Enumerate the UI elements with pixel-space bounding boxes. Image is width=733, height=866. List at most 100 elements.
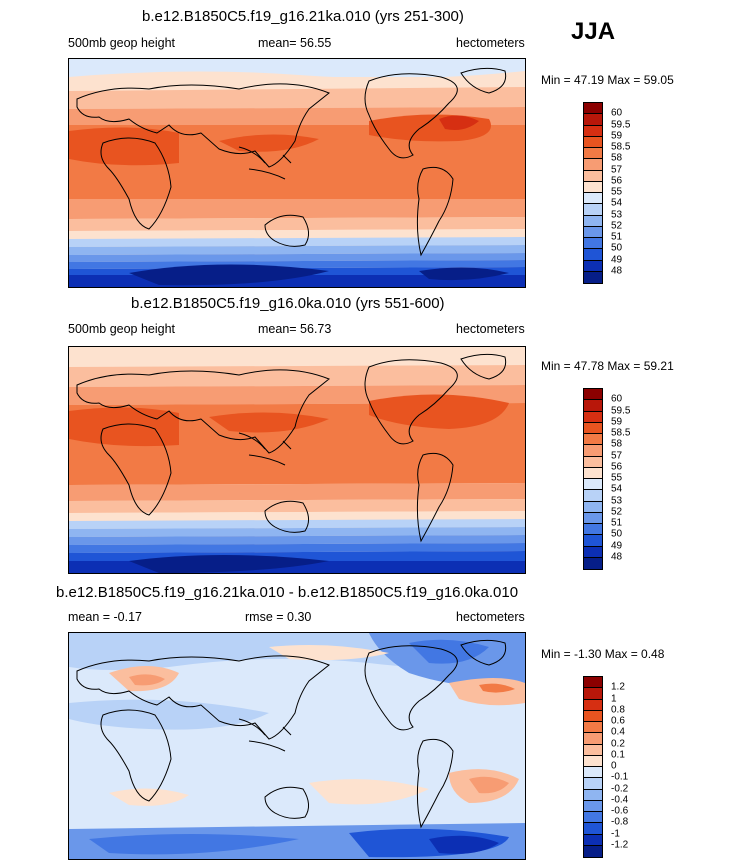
- colorbar-tick-label: 54: [611, 483, 623, 495]
- panel2-units: hectometers: [456, 322, 525, 336]
- colorbar-swatch: [584, 260, 602, 272]
- colorbar-tick-label: -0.8: [611, 816, 629, 828]
- colorbar-swatch: [584, 755, 602, 767]
- colorbar-tick-label: 58: [611, 438, 623, 450]
- colorbar-swatch: [584, 733, 602, 745]
- colorbar-swatch: [584, 445, 602, 457]
- colorbar-swatch: [584, 204, 602, 216]
- colorbar-swatch: [584, 800, 602, 812]
- colorbar-tick-label: 53: [611, 495, 623, 506]
- colorbar-tick-label: -1.2: [611, 839, 629, 851]
- colorbar-swatch: [584, 125, 602, 137]
- colorbar-swatch: [584, 422, 602, 434]
- colorbar-tick-label: 50: [611, 242, 623, 254]
- colorbar-swatch: [584, 501, 602, 513]
- colorbar-tick-label: 55: [611, 186, 623, 198]
- panel1-map: [68, 58, 526, 288]
- colorbar-swatch: [584, 512, 602, 524]
- colorbar-tick-label: 56: [611, 461, 623, 473]
- colorbar-tick-label: 0.2: [611, 738, 625, 749]
- colorbar-swatch: [584, 834, 602, 846]
- colorbar-tick-label: 0.6: [611, 715, 625, 727]
- colorbar-swatch: [584, 789, 602, 801]
- colorbar-swatch: [584, 114, 602, 126]
- colorbar-swatch: [584, 103, 602, 115]
- colorbar-swatch: [584, 159, 602, 171]
- panel2-mean: mean= 56.73: [258, 322, 332, 336]
- panel1-mean: mean= 56.55: [258, 36, 332, 50]
- colorbar-swatch: [584, 411, 602, 423]
- colorbar-tick-label: 58: [611, 152, 623, 164]
- colorbar-tick-label: 60: [611, 393, 623, 405]
- panel2-colorbar: [583, 388, 603, 570]
- panel2-variable-label: 500mb geop height: [68, 322, 176, 336]
- colorbar-swatch: [584, 557, 602, 569]
- colorbar-swatch: [584, 767, 602, 779]
- panel1-variable-label: 500mb geop height: [68, 36, 176, 50]
- colorbar-swatch: [584, 249, 602, 261]
- colorbar-swatch: [584, 778, 602, 790]
- colorbar-swatch: [584, 688, 602, 700]
- colorbar-swatch: [584, 238, 602, 250]
- colorbar-tick-label: -0.4: [611, 794, 629, 806]
- colorbar-tick-label: -1: [611, 828, 620, 839]
- colorbar-swatch: [584, 434, 602, 446]
- colorbar-tick-label: 49: [611, 540, 623, 551]
- panel3-minmax: Min = -1.30 Max = 0.48: [541, 647, 665, 661]
- colorbar-swatch: [584, 226, 602, 238]
- panel2-minmax: Min = 47.78 Max = 59.21: [541, 359, 674, 373]
- colorbar-swatch: [584, 479, 602, 491]
- colorbar-tick-label: 0.8: [611, 704, 625, 716]
- colorbar-tick-label: 48: [611, 265, 623, 277]
- colorbar-swatch: [584, 744, 602, 756]
- panel1-minmax: Min = 47.19 Max = 59.05: [541, 73, 674, 87]
- colorbar-tick-label: -0.2: [611, 783, 629, 794]
- panel3-title: b.e12.B1850C5.f19_g16.21ka.010 - b.e12.B…: [56, 584, 519, 601]
- colorbar-tick-label: 50: [611, 528, 623, 540]
- colorbar-swatch: [584, 389, 602, 401]
- colorbar-tick-label: 51: [611, 517, 623, 529]
- colorbar-tick-label: 59: [611, 130, 623, 142]
- colorbar-swatch: [584, 400, 602, 412]
- panel2-map: [68, 346, 526, 574]
- colorbar-swatch: [584, 170, 602, 182]
- colorbar-swatch: [584, 546, 602, 558]
- panel3-units: hectometers: [456, 610, 525, 624]
- colorbar-tick-label: 0.1: [611, 749, 625, 761]
- colorbar-tick-label: 52: [611, 506, 623, 518]
- panel1-colorbar: [583, 102, 603, 284]
- colorbar-tick-label: 59.5: [611, 119, 631, 130]
- colorbar-tick-label: 60: [611, 107, 623, 119]
- colorbar-swatch: [584, 456, 602, 468]
- colorbar-tick-label: 0: [611, 760, 617, 772]
- colorbar-tick-label: 49: [611, 254, 623, 265]
- colorbar-tick-label: 57: [611, 164, 623, 175]
- colorbar-swatch: [584, 535, 602, 547]
- colorbar-tick-label: 51: [611, 231, 623, 243]
- colorbar-tick-label: 48: [611, 551, 623, 563]
- colorbar-swatch: [584, 823, 602, 835]
- colorbar-tick-label: 59.5: [611, 405, 631, 416]
- panel3-map: [68, 632, 526, 860]
- colorbar-swatch: [584, 845, 602, 857]
- colorbar-swatch: [584, 677, 602, 689]
- panel1-units: hectometers: [456, 36, 525, 50]
- colorbar-swatch: [584, 467, 602, 479]
- colorbar-tick-label: -0.6: [611, 805, 629, 817]
- panel2-title: b.e12.B1850C5.f19_g16.0ka.010 (yrs 551-6…: [131, 295, 445, 312]
- colorbar-swatch: [584, 524, 602, 536]
- colorbar-tick-label: 56: [611, 175, 623, 187]
- colorbar-tick-label: 54: [611, 197, 623, 209]
- colorbar-swatch: [584, 722, 602, 734]
- colorbar-swatch: [584, 148, 602, 160]
- colorbar-swatch: [584, 215, 602, 227]
- colorbar-swatch: [584, 710, 602, 722]
- panel3-mean: mean = -0.17: [68, 610, 143, 624]
- panel3-colorbar: [583, 676, 603, 858]
- panel1-title: b.e12.B1850C5.f19_g16.21ka.010 (yrs 251-…: [142, 8, 464, 25]
- colorbar-swatch: [584, 271, 602, 283]
- colorbar-swatch: [584, 812, 602, 824]
- colorbar-tick-label: -0.1: [611, 771, 629, 783]
- colorbar-tick-label: 58.5: [611, 427, 631, 439]
- colorbar-tick-label: 1: [611, 693, 617, 704]
